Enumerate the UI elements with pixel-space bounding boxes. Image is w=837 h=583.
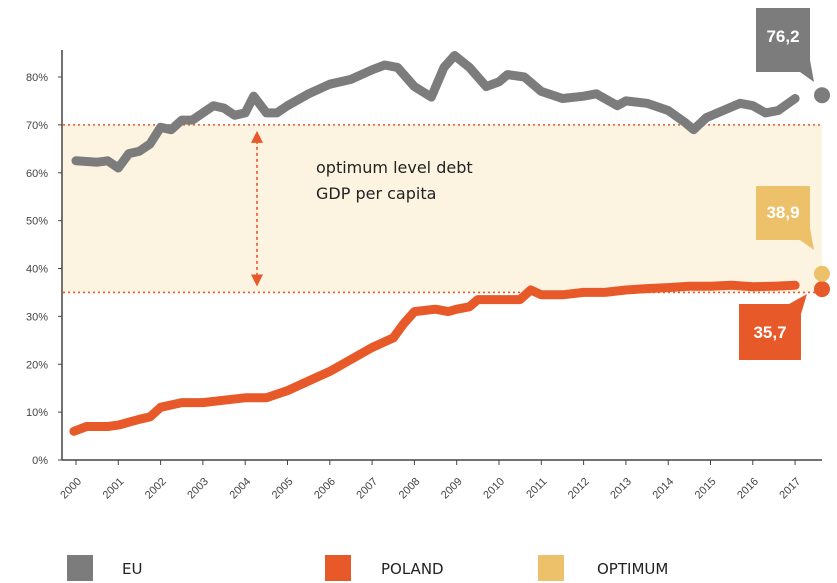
end-marker-optimum (814, 265, 830, 282)
x-tick-label-2001: 2001 (101, 476, 127, 502)
legend-label-eu: EU (122, 560, 142, 578)
value-badge-tail-eu (800, 60, 814, 82)
value-badge-poland (739, 304, 801, 360)
series-layer (69, 51, 800, 436)
optimum-arrow-head-up (251, 130, 263, 143)
y-tick-label-20: 20% (26, 359, 48, 371)
x-tick-label-2014: 2014 (651, 476, 677, 502)
optimum-band-layer (63, 124, 822, 294)
y-tick-label-60: 60% (26, 168, 48, 180)
value-badge-tail-optimum (800, 228, 814, 250)
x-tick-label-2006: 2006 (312, 476, 338, 502)
value-badge-eu (756, 8, 810, 72)
y-tick-label-80: 80% (26, 72, 48, 84)
value-label-poland: 35,7 (753, 323, 786, 342)
legend-swatch-optimum (538, 555, 564, 581)
x-tick-label-2012: 2012 (566, 476, 592, 502)
legend-label-optimum: OPTIMUM (597, 560, 668, 578)
x-tick-label-2013: 2013 (608, 476, 634, 502)
legend-swatch-poland (325, 555, 351, 581)
x-tick-label-2008: 2008 (397, 476, 423, 502)
value-badge-tail-poland (789, 294, 807, 314)
y-tick-label-70: 70% (26, 120, 48, 132)
value-label-optimum: 38,9 (766, 203, 799, 222)
x-tick-label-2000: 2000 (58, 476, 84, 502)
x-tick-label-2004: 2004 (228, 476, 254, 502)
x-tick-label-2010: 2010 (481, 476, 507, 502)
end-marker-eu (814, 87, 830, 104)
x-tick-label-2015: 2015 (693, 476, 719, 502)
badge-layer: 76,2 35,7 38,9 (739, 8, 830, 360)
y-tick-label-50: 50% (26, 216, 48, 228)
x-tick-label-2003: 2003 (185, 476, 211, 502)
legend-label-poland: POLAND (381, 560, 444, 578)
annotation-layer: optimum level debt GDP per capita (251, 130, 473, 287)
optimum-arrow-head-down (251, 274, 263, 287)
annotation-line-2: GDP per capita (316, 184, 436, 203)
x-tick-label-2007: 2007 (354, 476, 380, 502)
value-label-eu: 76,2 (766, 27, 799, 46)
legend-layer: EU POLAND OPTIMUM (67, 555, 668, 581)
y-tick-label-30: 30% (26, 311, 48, 323)
y-tick-label-40: 40% (26, 264, 48, 276)
y-tick-label-10: 10% (26, 407, 48, 419)
x-tick-label-2016: 2016 (735, 476, 761, 502)
series-line-poland (69, 280, 800, 436)
optimum-band (63, 124, 822, 293)
y-tick-label-0: 0% (32, 455, 48, 467)
x-tick-label-2009: 2009 (439, 476, 465, 502)
x-tick-label-2017: 2017 (777, 476, 803, 502)
annotation-line-1: optimum level debt (316, 158, 473, 177)
x-tick-label-2005: 2005 (270, 476, 296, 502)
x-tick-label-2011: 2011 (524, 476, 549, 501)
series-line-eu (71, 51, 800, 173)
x-tick-label-2002: 2002 (143, 476, 169, 502)
value-badge-optimum (756, 186, 810, 240)
legend-swatch-eu (67, 555, 93, 581)
end-marker-poland (814, 281, 830, 298)
